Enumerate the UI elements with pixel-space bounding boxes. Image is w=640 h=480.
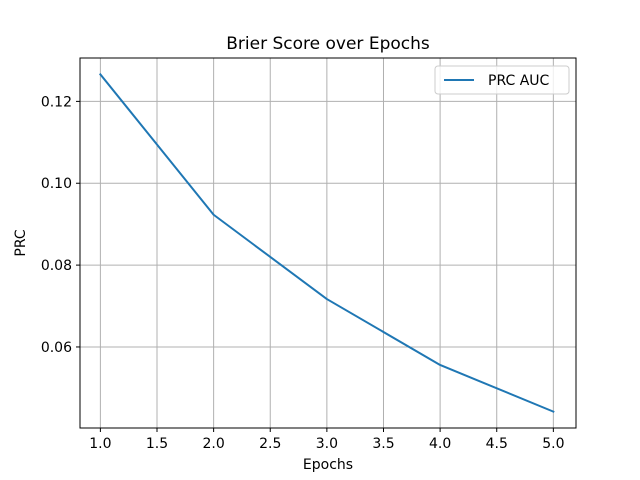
chart-title: Brier Score over Epochs bbox=[226, 34, 430, 54]
grid bbox=[80, 58, 576, 428]
y-tick-label: 0.10 bbox=[41, 176, 72, 192]
x-tick-label: 5.0 bbox=[542, 436, 564, 452]
series-layer bbox=[98, 72, 555, 413]
x-tick-label: 1.0 bbox=[89, 436, 111, 452]
y-tick-label: 0.12 bbox=[41, 94, 72, 110]
y-tick-label: 0.06 bbox=[41, 340, 72, 356]
x-tick-label: 4.5 bbox=[486, 436, 508, 452]
x-tick-label: 3.5 bbox=[372, 436, 394, 452]
y-tick-label: 0.08 bbox=[41, 258, 72, 274]
legend-box bbox=[434, 65, 570, 95]
plot-frame bbox=[79, 57, 577, 429]
x-tick-label: 2.0 bbox=[202, 436, 224, 452]
x-tick-label: 4.0 bbox=[429, 436, 451, 452]
x-tick-label: 2.5 bbox=[259, 436, 281, 452]
ticks: 1.0 1.5 2.0 2.5 3.0 3.5 4.0 4.5 5.0 0.06 0.08 0.10 0… bbox=[41, 94, 565, 452]
series-line-prc-auc bbox=[98, 72, 555, 413]
legend-label: PRC AUC bbox=[488, 73, 550, 89]
x-axis-label: Epochs bbox=[303, 457, 353, 473]
x-tick-label: 1.5 bbox=[146, 436, 168, 452]
y-axis-label: PRC bbox=[13, 229, 29, 256]
x-tick-label: 3.0 bbox=[316, 436, 338, 452]
legend: PRC AUC bbox=[434, 65, 570, 95]
